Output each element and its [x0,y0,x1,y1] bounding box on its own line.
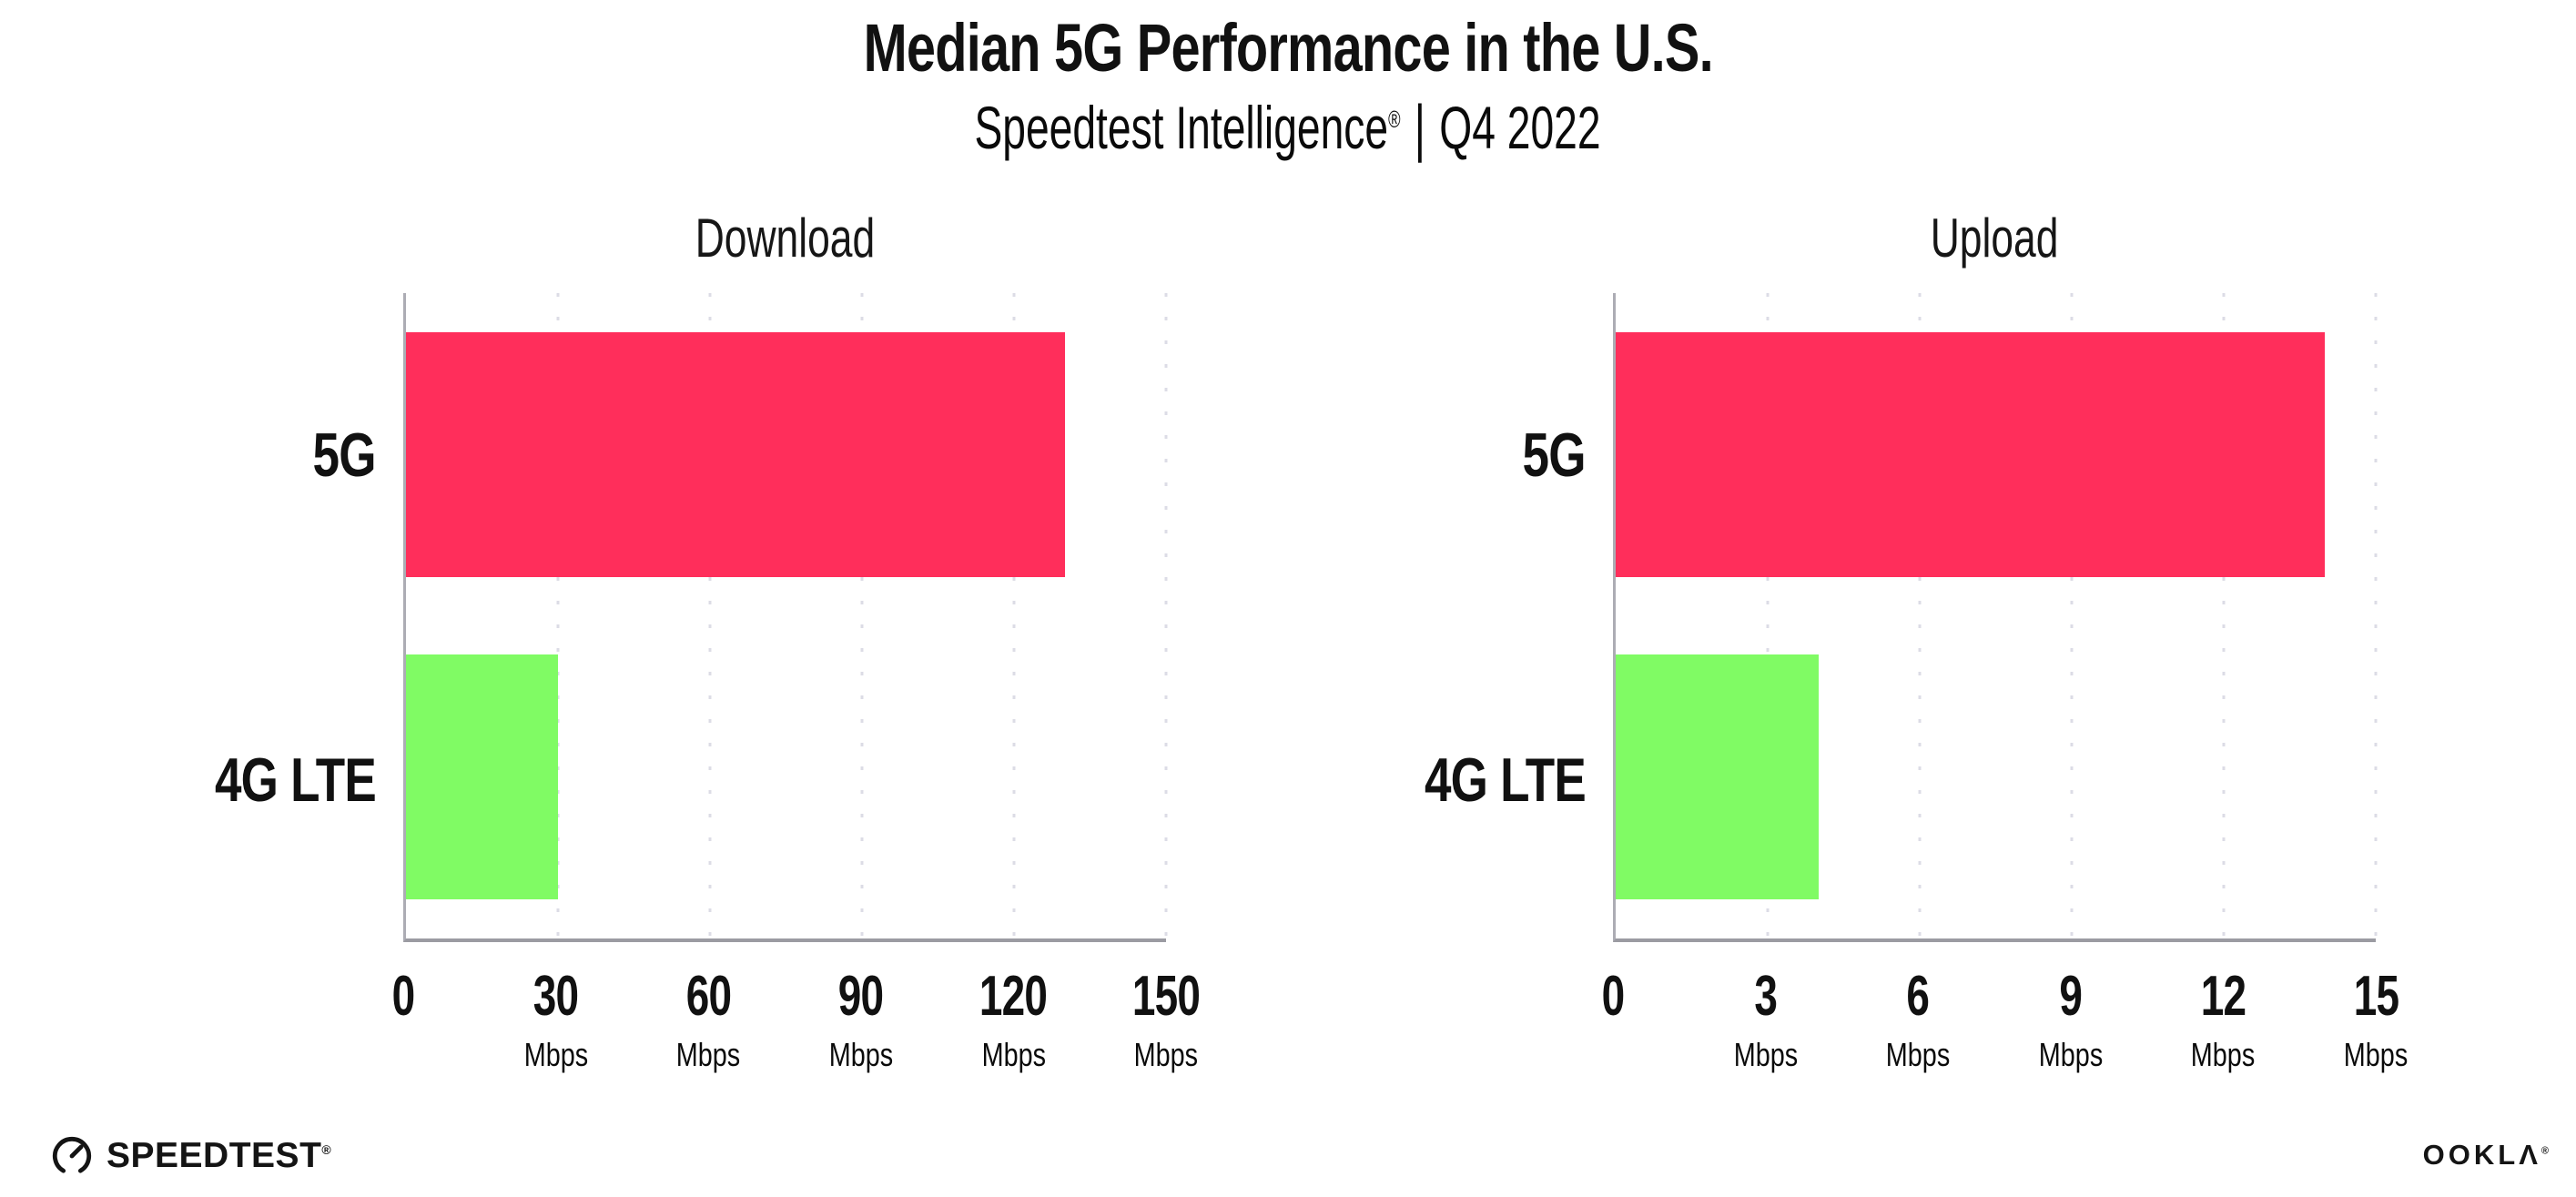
bar-5g-download [406,331,1065,577]
download-plot-area [403,292,1168,951]
category-label-4g-lte: 4G LTE [1424,745,1587,815]
page-title: Median 5G Performance in the U.S. [0,13,2576,84]
x-tick-unit: Mbps [981,1035,1046,1073]
x-tick-12: 12 Mbps [2183,964,2263,1074]
page-subtitle: Speedtest Intelligence® | Q4 2022 [0,91,2576,163]
ookla-logo: OOKLΛ® [2423,1139,2549,1172]
upload-plot-area [1613,292,2378,951]
upload-gridlines [1616,292,2378,951]
upload-chart: Upload 5G 4G LTE 0 [1367,207,2409,1101]
x-tick-unit: Mbps [1133,1035,1199,1073]
bar-row [1616,615,2376,938]
registered-mark: ® [321,1142,332,1157]
speedtest-gauge-icon [51,1135,93,1177]
registered-mark: ® [2541,1145,2549,1157]
x-tick-90: 90 Mbps [821,964,901,1074]
bar-row [1616,293,2376,616]
upload-x-axis: 0 3 Mbps 6 Mbps 9 Mbps 12 Mbps [1602,942,2409,1101]
x-tick-120: 120 Mbps [968,964,1059,1074]
x-tick-unit: Mbps [1733,1035,1798,1073]
speedtest-wordmark: SPEEDTEST® [106,1136,332,1175]
category-label-5g: 5G [1522,421,1587,491]
category-label-4g-lte: 4G LTE [214,745,377,815]
x-tick-unit: Mbps [675,1035,741,1073]
x-tick-unit: Mbps [2343,1035,2409,1073]
download-gridlines [406,292,1168,951]
download-bars [406,293,1166,938]
x-tick-unit: Mbps [523,1035,588,1073]
upload-chart-body: 5G 4G LTE [1367,292,2378,951]
x-tick-15: 15 Mbps [2336,964,2416,1074]
x-tick-30: 30 Mbps [516,964,596,1074]
x-tick-3: 3 Mbps [1726,964,1806,1074]
bar-row [406,293,1166,616]
x-tick-0: 0 [391,964,416,1028]
upload-bars [1616,293,2376,938]
bar-5g-upload [1616,331,2326,577]
download-chart-title: Download [695,207,875,269]
ookla-wordmark: OOKLΛ [2422,1139,2541,1171]
subtitle-period: Q4 2022 [1439,93,1602,161]
x-tick-0: 0 [1601,964,1626,1028]
download-category-labels: 5G 4G LTE [157,293,403,942]
download-chart: Download 5G 4G LTE 0 [157,207,1201,1101]
speedtest-logo: SPEEDTEST® [51,1135,331,1177]
charts-row: Download 5G 4G LTE 0 [0,207,2576,1101]
registered-mark: ® [1388,105,1401,133]
x-tick-unit: Mbps [1885,1035,1951,1073]
category-label-5g: 5G [312,421,377,491]
x-tick-unit: Mbps [2191,1035,2256,1073]
x-tick-150: 150 Mbps [1121,964,1212,1074]
x-tick-9: 9 Mbps [2031,964,2111,1074]
subtitle-brand: Speedtest Intelligence [974,93,1389,161]
x-tick-unit: Mbps [2038,1035,2104,1073]
x-tick-unit: Mbps [828,1035,894,1073]
header: Median 5G Performance in the U.S. Speedt… [0,0,2576,163]
x-tick-60: 60 Mbps [668,964,748,1074]
download-x-axis: 0 30 Mbps 60 Mbps 90 Mbps 120 Mbps [392,942,1201,1101]
subtitle-separator: | [1415,91,1426,163]
bar-row [406,615,1166,938]
upload-category-labels: 5G 4G LTE [1367,293,1613,942]
bar-4g-lte-upload [1616,654,1819,900]
page-title-text: Median 5G Performance in the U.S. [863,10,1713,86]
x-tick-6: 6 Mbps [1878,964,1958,1074]
download-chart-body: 5G 4G LTE [157,292,1168,951]
bar-4g-lte-download [406,654,558,900]
upload-chart-title: Upload [1930,207,2059,269]
